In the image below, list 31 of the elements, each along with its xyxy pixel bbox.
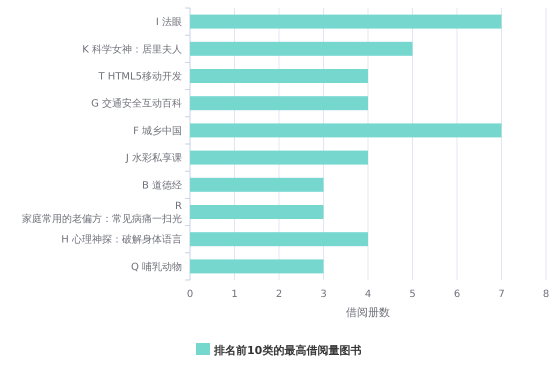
- y-tick-label: F 城乡中国: [133, 124, 182, 137]
- bar: [190, 14, 502, 29]
- legend-label: 排名前10类的最高借阅量图书: [213, 344, 362, 357]
- bar: [190, 42, 412, 56]
- bar: [190, 123, 502, 138]
- y-tick-label: T HTML5移动开发: [98, 70, 182, 82]
- y-tick-label: R 家庭常用的老偏方：常见病痛一扫光: [22, 201, 182, 225]
- x-tick-label: 5: [409, 289, 416, 300]
- bar: [190, 69, 368, 83]
- y-tick-label: B 道德经: [142, 179, 182, 192]
- x-axis-title: 借阅册数: [346, 306, 390, 319]
- x-tick-label: 0: [186, 289, 194, 300]
- y-tick-label: G 交通安全互动百科: [91, 98, 182, 110]
- bar: [190, 178, 324, 192]
- x-tick-label: 4: [364, 289, 372, 300]
- y-tick-label: J 水彩私享课: [124, 152, 182, 164]
- y-tick-label: K 科学女神：居里夫人: [82, 43, 182, 56]
- x-tick-label: 2: [276, 289, 282, 300]
- y-tick-label: H 心理神探：破解身体语言: [61, 234, 182, 246]
- bar: [190, 96, 368, 110]
- bar: [190, 205, 324, 219]
- y-tick-label: I 法眼: [156, 16, 182, 28]
- bar: [190, 150, 368, 165]
- x-tick-label: 1: [231, 289, 238, 300]
- y-tick-label: Q 哺乳动物: [130, 260, 182, 273]
- bar: [190, 259, 324, 274]
- bar: [190, 232, 368, 246]
- x-tick-label: 7: [498, 289, 505, 300]
- x-tick-label: 8: [542, 289, 550, 300]
- x-tick-label: 6: [454, 289, 460, 300]
- x-tick-label: 3: [320, 289, 327, 300]
